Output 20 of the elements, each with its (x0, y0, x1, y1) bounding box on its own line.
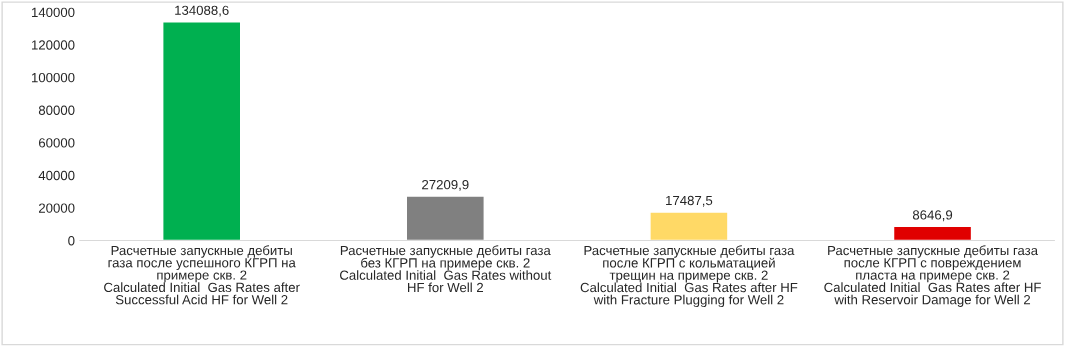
y-tick-label: 40000 (38, 170, 75, 181)
x-tick-label: Расчетные запускные дебиты газа без КГРП на примере скв. 2 Calculated Initial Gas Rates without HF for Well 2 (340, 245, 552, 293)
bar (405, 195, 485, 241)
data-label: 27209,9 (422, 179, 469, 191)
y-tick-label: 0 (68, 236, 75, 246)
y-tick-label: 120000 (32, 40, 75, 50)
data-label: 134088,6 (175, 5, 229, 17)
bar (649, 211, 729, 241)
x-tick-label: Расчетные запускные дебиты газа после успешного КГРП на примере скв. 2 Calculated Initial Gas Rates after Successful Acid HF for Well 2 (104, 245, 300, 305)
y-tick-label: 100000 (32, 72, 75, 83)
y-tick-label: 140000 (32, 7, 75, 18)
data-label: 8646,9 (912, 210, 953, 222)
bar (162, 21, 242, 241)
data-label: 17487,5 (666, 195, 713, 207)
x-tick-label: Расчетные запускные дебиты газа после КГРП с кольматацией трещин на примере скв. 2 Calculated Initial Gas Rates after HF with Fracture Plugging for Well 2 (580, 245, 798, 308)
bar (892, 225, 973, 241)
y-tick-label: 60000 (39, 138, 75, 148)
y-tick-label: 20000 (38, 203, 75, 213)
x-tick-label: Расчетные запускные дебиты газа после КГРП с повреждением пласта на примере скв. 2 Calculated Initial Gas Rates after HF with Reservoir Damage for Well 2 (824, 245, 1041, 307)
y-tick-label: 80000 (38, 105, 75, 115)
